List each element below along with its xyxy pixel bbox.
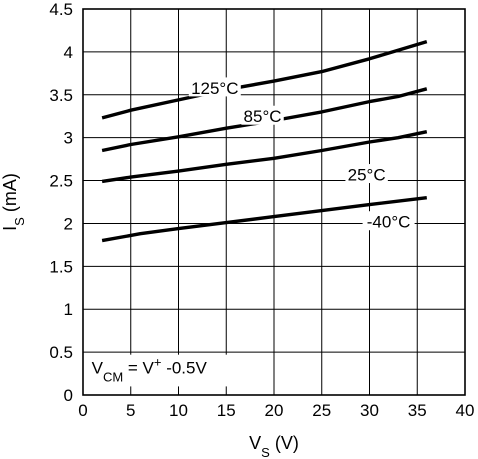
x-tick-labels: 0 5 10 15 20 25 30 35 40 <box>78 401 474 420</box>
y-axis-title-unit: (mA) <box>0 173 20 217</box>
series-label-background <box>241 105 284 125</box>
series-label: 125°C <box>191 79 238 98</box>
x-tick-label: 30 <box>360 401 379 420</box>
x-tick-label: 25 <box>312 401 331 420</box>
x-axis-title-unit: (V) <box>270 433 299 453</box>
series-labels: 125°C 85°C 25°C -40°C <box>188 77 415 232</box>
x-axis-title: VS (V) <box>249 433 299 459</box>
series-label-background <box>345 164 388 184</box>
series-line <box>101 196 428 243</box>
series-label-background <box>188 77 241 97</box>
plot-frame <box>82 8 466 396</box>
grid <box>82 8 466 396</box>
series-label: -40°C <box>367 213 411 232</box>
annotation-offset: -0.5V <box>161 359 207 378</box>
series-label-background <box>362 211 415 231</box>
y-tick-label: 1.5 <box>49 257 73 276</box>
x-axis-title-sub: S <box>261 445 270 459</box>
y-tick-label: 1 <box>64 300 73 319</box>
y-tick-label: 2.5 <box>49 172 73 191</box>
y-axis-title: IS (mA) <box>0 173 27 231</box>
annotation-plus: + <box>154 354 162 369</box>
condition-annotation: VCM = V+ -0.5V <box>88 354 236 387</box>
x-tick-label: 20 <box>265 401 284 420</box>
annotation-v: V <box>92 359 104 378</box>
series-line <box>101 130 428 184</box>
y-tick-labels: 0 0.5 1 1.5 2 2.5 3 3.5 4 4.5 <box>49 0 73 405</box>
y-axis-title-sub: S <box>12 217 27 226</box>
series-line <box>101 39 428 120</box>
y-axis-title-main: I <box>0 226 20 231</box>
annotation-background <box>88 354 236 387</box>
x-tick-label: 10 <box>169 401 188 420</box>
y-tick-label: 4 <box>64 43 73 62</box>
series-label: 25°C <box>348 166 386 185</box>
y-tick-label: 4.5 <box>49 0 73 19</box>
y-tick-label: 3 <box>64 129 73 148</box>
annotation-cm: CM <box>103 369 123 384</box>
x-tick-label: 0 <box>78 401 87 420</box>
annotation-text: VCM = V+ -0.5V <box>92 354 208 384</box>
x-tick-label: 40 <box>456 401 475 420</box>
annotation-eq: = V <box>123 359 154 378</box>
y-tick-label: 2 <box>64 214 73 233</box>
x-axis-title-main: V <box>249 433 261 453</box>
series-label: 85°C <box>244 107 282 126</box>
x-tick-label: 5 <box>126 401 135 420</box>
x-tick-label: 15 <box>217 401 236 420</box>
y-tick-label: 0.5 <box>49 343 73 362</box>
x-tick-label: 35 <box>408 401 427 420</box>
series-lines <box>101 39 428 243</box>
y-tick-label: 0 <box>64 386 73 405</box>
y-tick-label: 3.5 <box>49 86 73 105</box>
